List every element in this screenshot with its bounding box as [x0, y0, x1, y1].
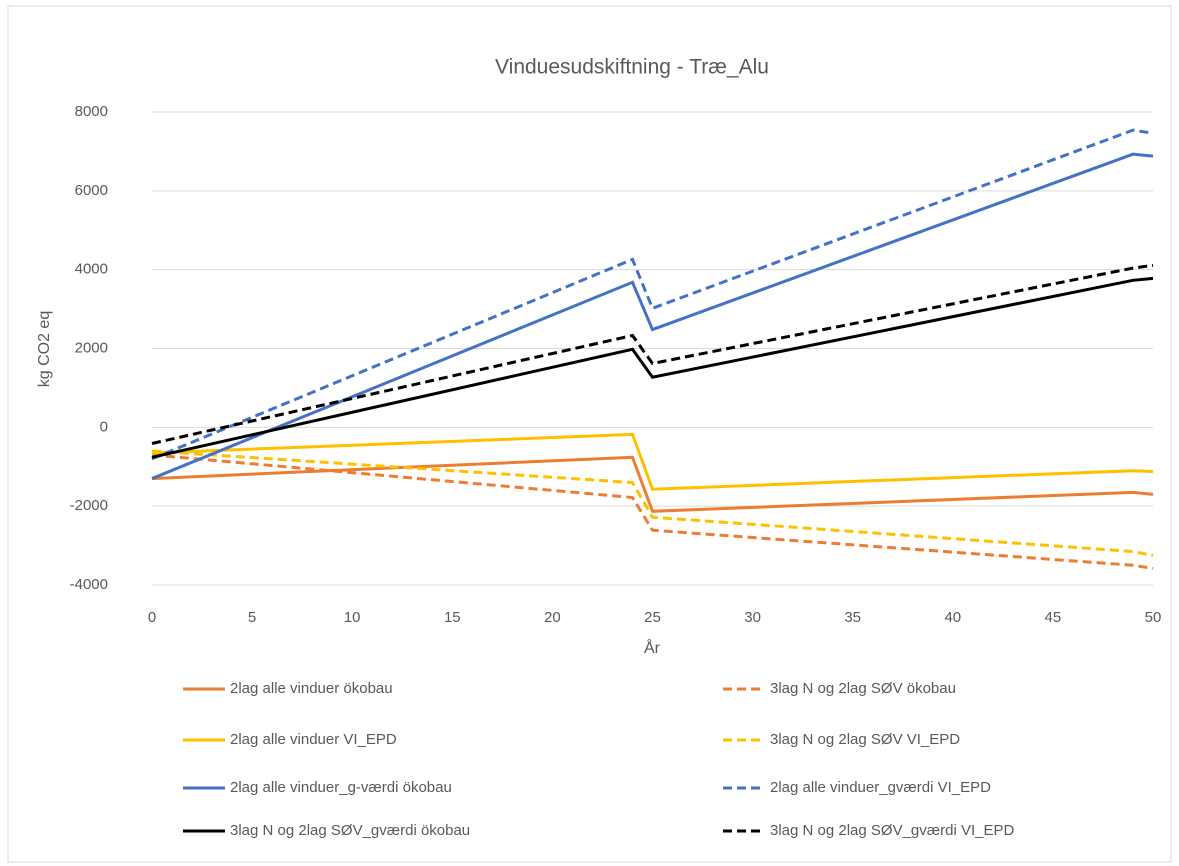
legend-label: 2lag alle vinduer ökobau [230, 680, 393, 697]
chart-frame [7, 5, 1172, 863]
line-series [151, 432, 1154, 491]
legend-label: 3lag N og 2lag SØV VI_EPD [770, 731, 960, 748]
line-series [151, 455, 1154, 513]
y-tick-label: -4000 [70, 576, 108, 593]
line-series [151, 453, 1154, 570]
x-tick-label: 20 [544, 609, 561, 626]
x-tick-label: 40 [944, 609, 961, 626]
y-tick-label: -2000 [70, 497, 108, 514]
x-tick-label: 45 [1045, 609, 1062, 626]
y-tick-label: 0 [100, 418, 108, 435]
y-tick-label: 6000 [75, 182, 108, 199]
x-tick-label: 25 [644, 609, 661, 626]
x-tick-label: 30 [744, 609, 761, 626]
x-tick-label: 5 [248, 609, 256, 626]
line-series [151, 152, 1154, 480]
y-tick-label: 8000 [75, 103, 108, 120]
legend-label: 3lag N og 2lag SØV ökobau [770, 680, 956, 697]
line-series [151, 128, 1154, 461]
legend-label: 2lag alle vinduer_gværdi VI_EPD [770, 779, 991, 796]
chart-title: Vinduesudskiftning - Træ_Alu [495, 56, 769, 79]
x-tick-label: 10 [344, 609, 361, 626]
y-axis-label: kg CO2 eq [36, 311, 53, 387]
x-axis-label: År [644, 638, 661, 657]
y-tick-label: 2000 [75, 339, 108, 356]
line-series [151, 263, 1154, 445]
x-tick-label: 0 [148, 609, 156, 626]
x-tick-label: 35 [844, 609, 861, 626]
line-series [151, 276, 1154, 459]
line-series [151, 449, 1154, 557]
x-tick-label: 50 [1145, 609, 1162, 626]
x-tick-label: 15 [444, 609, 461, 626]
legend-label: 3lag N og 2lag SØV_gværdi VI_EPD [770, 822, 1014, 839]
legend-label: 2lag alle vinduer VI_EPD [230, 731, 397, 748]
legend-label: 2lag alle vinduer_g-værdi ökobau [230, 779, 452, 796]
legend-label: 3lag N og 2lag SØV_gværdi ökobau [230, 822, 470, 839]
y-tick-label: 4000 [75, 261, 108, 278]
